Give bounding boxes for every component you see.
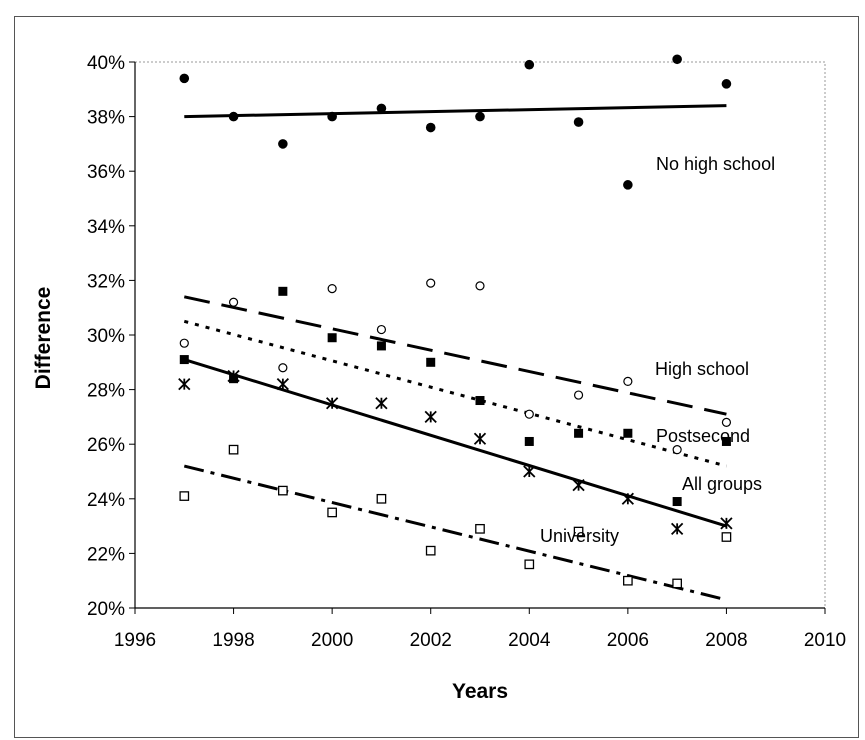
- chart-frame: [14, 16, 859, 738]
- data-point: [326, 397, 339, 410]
- y-tick-label: 36%: [87, 162, 125, 183]
- data-point: [278, 485, 288, 496]
- x-tick-label: 1998: [212, 630, 254, 651]
- data-point: [179, 491, 190, 501]
- x-tick-label: 2008: [705, 630, 747, 651]
- y-tick-label: 40%: [87, 53, 125, 74]
- data-point: [278, 363, 288, 373]
- data-point: [573, 117, 584, 127]
- series-label: No high school: [656, 154, 775, 174]
- data-point: [475, 111, 485, 122]
- data-point: [720, 517, 733, 530]
- data-point: [376, 103, 387, 114]
- data-point: [278, 139, 288, 149]
- data-points: [178, 54, 733, 589]
- data-point: [475, 523, 485, 534]
- data-point: [475, 281, 485, 291]
- axes: 20% 22% 24% 26% 28% 30% 32% 34% 36% 38% 40% 1996 199…: [87, 53, 846, 651]
- data-point: [623, 376, 633, 387]
- data-point: [572, 479, 585, 492]
- y-tick-label: 32%: [87, 271, 125, 292]
- x-tick-label: 2010: [804, 630, 846, 651]
- trend-line: [183, 464, 727, 602]
- data-point: [473, 432, 487, 445]
- data-point: [426, 278, 436, 288]
- data-point: [425, 545, 436, 556]
- data-point: [623, 180, 633, 190]
- x-axis-title: Years: [452, 680, 508, 703]
- data-point: [276, 378, 289, 391]
- x-tick-label: 2006: [607, 630, 649, 651]
- y-tick-label: 30%: [87, 326, 125, 347]
- data-point: [424, 410, 437, 424]
- data-point: [179, 338, 189, 348]
- data-point: [573, 390, 584, 400]
- data-point: [672, 54, 682, 65]
- data-point: [179, 73, 190, 84]
- data-point: [425, 122, 436, 133]
- data-point: [623, 428, 633, 438]
- data-point: [179, 355, 189, 365]
- series-label: University: [540, 526, 619, 546]
- data-point: [228, 444, 239, 455]
- series-label: Postsecond: [656, 426, 750, 446]
- trend-line: [183, 358, 727, 528]
- data-point: [228, 297, 239, 307]
- data-point: [178, 378, 191, 391]
- x-tick-label: 2002: [410, 630, 452, 651]
- x-tick-label: 2004: [508, 630, 551, 651]
- data-point: [672, 497, 682, 507]
- data-point: [573, 526, 584, 537]
- series-label: All groups: [682, 474, 762, 494]
- x-tick-label: 2000: [311, 630, 353, 651]
- data-point: [327, 283, 337, 294]
- data-point: [376, 324, 387, 335]
- data-point: [671, 522, 684, 535]
- data-point: [623, 575, 633, 586]
- data-point: [721, 417, 732, 427]
- series-label: High school: [655, 359, 749, 379]
- data-point: [375, 397, 388, 410]
- data-point: [376, 493, 387, 504]
- data-point: [523, 465, 536, 478]
- data-point: [524, 59, 535, 70]
- data-point: [721, 436, 731, 446]
- data-point: [376, 341, 386, 351]
- data-point: [327, 111, 337, 122]
- y-tick-label: 34%: [87, 217, 125, 238]
- data-point: [327, 333, 337, 343]
- y-tick-label: 24%: [87, 490, 125, 511]
- series-labels: No high school High school Postsecond All g…: [540, 154, 775, 546]
- y-tick-label: 22%: [87, 544, 125, 565]
- data-point: [327, 507, 337, 518]
- data-point: [278, 286, 288, 296]
- trend-line: [184, 104, 727, 119]
- y-tick-label: 26%: [87, 435, 125, 456]
- data-point: [228, 111, 239, 122]
- y-tick-label: 38%: [87, 108, 125, 129]
- y-tick-label: 20%: [87, 599, 125, 620]
- data-point: [721, 79, 732, 89]
- data-point: [227, 369, 240, 383]
- data-point: [524, 409, 534, 419]
- data-point: [574, 428, 584, 438]
- data-point: [524, 436, 534, 446]
- y-axis-title: Difference: [32, 287, 55, 390]
- y-tick-label: 28%: [87, 381, 125, 402]
- trend-line: [183, 295, 727, 416]
- data-point: [621, 492, 634, 505]
- x-tick-label: 1996: [114, 630, 156, 651]
- data-point: [426, 357, 436, 367]
- data-point: [475, 396, 485, 406]
- data-point: [672, 578, 682, 589]
- trend-lines: [183, 104, 727, 602]
- data-point: [672, 445, 682, 455]
- data-point: [524, 559, 535, 570]
- data-point: [721, 532, 732, 542]
